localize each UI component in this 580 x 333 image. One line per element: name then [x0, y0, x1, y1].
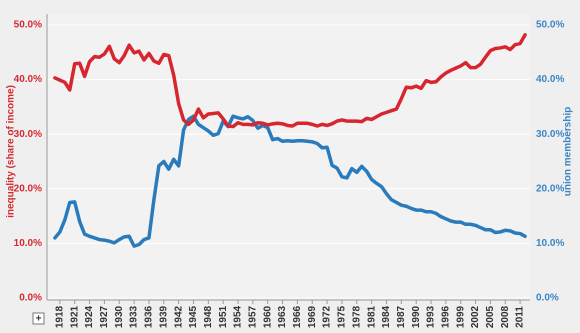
x-tick-label: 1930	[114, 305, 125, 328]
series-line	[53, 33, 527, 129]
x-tick-label: 2002	[470, 305, 481, 328]
x-tick-label: 2011	[515, 306, 526, 328]
y-tick-label: 30.0%	[14, 129, 42, 140]
x-tick-label: 1990	[411, 305, 422, 328]
y2-axis-label: union membership	[563, 107, 574, 196]
x-tick-label: 1942	[173, 305, 184, 328]
series-line	[53, 114, 527, 248]
y-tick-label: 50.0%	[14, 20, 42, 31]
y-tick-label: 10.0%	[14, 238, 42, 249]
x-tick-label: 1978	[351, 305, 362, 328]
x-tick-label: 1975	[337, 305, 348, 328]
x-tick-label: 1939	[158, 305, 169, 328]
x-tick-label: 1996	[441, 305, 452, 328]
x-tick-label: 1936	[144, 305, 155, 328]
y2-tick-label: 10.0%	[536, 238, 564, 249]
y2-tick-label: 30.0%	[536, 129, 564, 140]
x-tick-label: 1984	[381, 305, 392, 328]
x-tick-label: 1954	[233, 305, 244, 328]
x-tick-label: 1948	[203, 305, 214, 328]
y-tick-label: 20.0%	[14, 183, 42, 194]
y-axis-label: inequality (share of income)	[6, 85, 17, 218]
x-tick-label: 1927	[99, 305, 110, 328]
plot-area	[47, 14, 530, 299]
x-tick-label: 2005	[485, 305, 496, 328]
y-tick-label: 0.0%	[19, 293, 42, 304]
x-tick-label: 1945	[188, 305, 199, 328]
y2-tick-label: 20.0%	[536, 183, 564, 194]
x-tick-label: 1921	[69, 305, 80, 328]
x-tick-label: 1951	[218, 305, 229, 328]
x-tick-label: 1987	[396, 305, 407, 328]
x-tick-label: 1963	[277, 305, 288, 328]
y-tick-label: 40.0%	[14, 74, 42, 85]
x-tick-label: 1918	[55, 305, 66, 328]
x-tick-label: 1966	[292, 305, 303, 328]
y2-tick-label: 0.0%	[536, 293, 559, 304]
x-tick-label: 1981	[366, 305, 377, 328]
x-tick-label: 1969	[307, 305, 318, 328]
expand-button[interactable]: +	[32, 312, 45, 325]
x-tick-label: 1957	[248, 305, 259, 328]
x-tick-label: 1924	[84, 305, 95, 328]
x-tick-label: 2008	[500, 305, 511, 328]
y2-tick-label: 50.0%	[536, 20, 564, 31]
x-tick-label: 1960	[262, 305, 273, 328]
x-tick-label: 1999	[455, 305, 466, 328]
x-tick-label: 1933	[129, 305, 140, 328]
x-tick-label: 1993	[426, 305, 437, 328]
expand-box[interactable]	[32, 312, 45, 325]
x-tick-label: 1972	[322, 305, 333, 328]
expand-label[interactable]: +	[36, 314, 42, 325]
y2-tick-label: 40.0%	[536, 74, 564, 85]
